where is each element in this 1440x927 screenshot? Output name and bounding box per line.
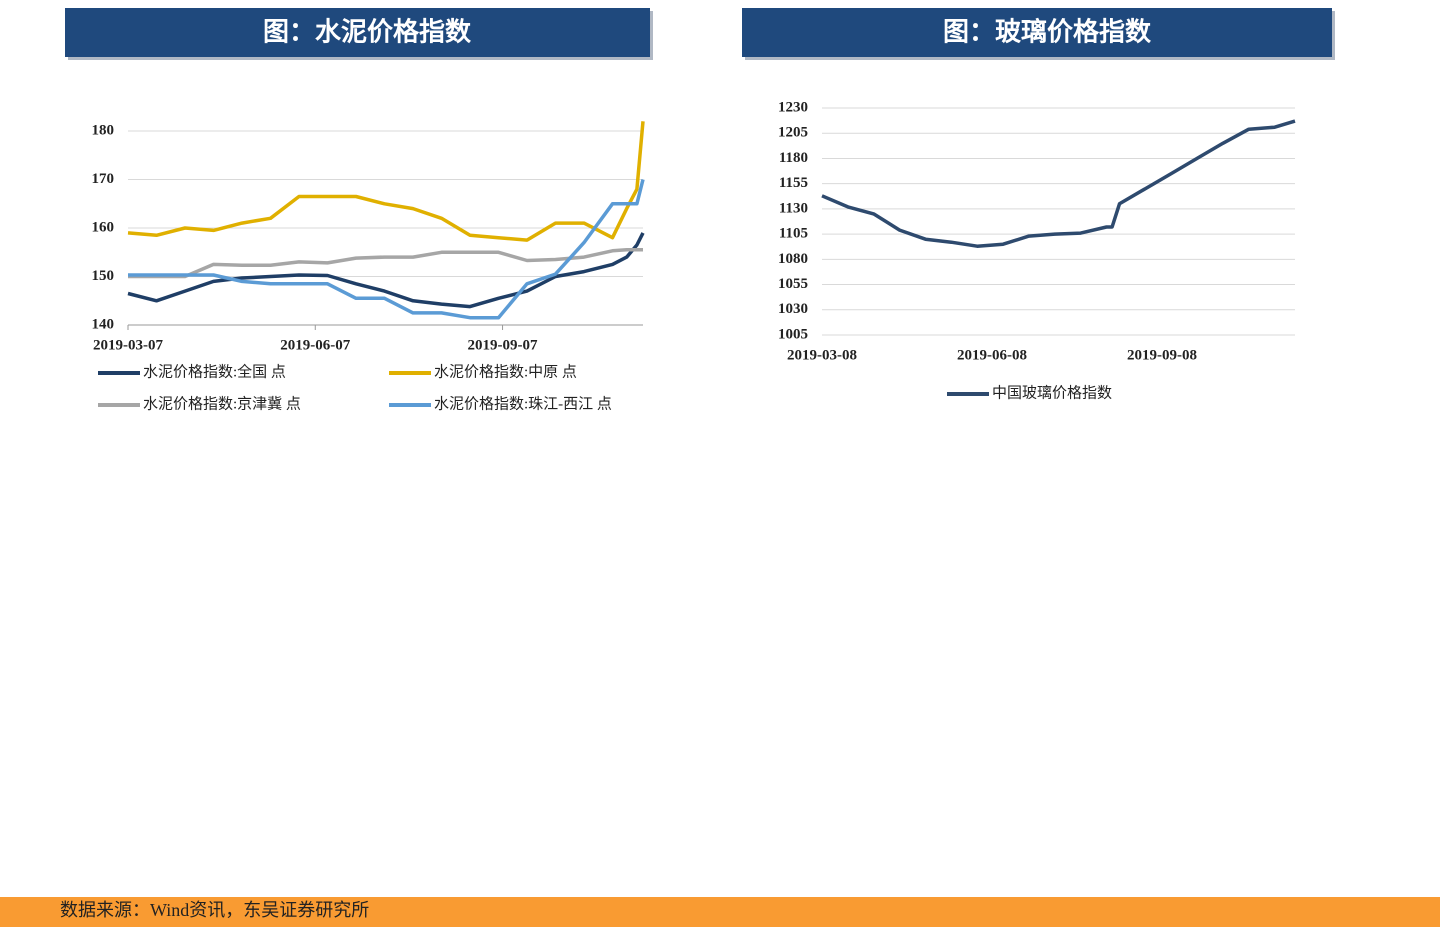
- y-tick-label: 160: [92, 219, 115, 235]
- header-box: [742, 8, 1332, 57]
- x-tick-label: 2019-09-07: [468, 337, 538, 353]
- line-series: [128, 248, 643, 279]
- y-tick-label: 1030: [778, 301, 808, 317]
- legend-label: 水泥价格指数:京津冀 点: [143, 395, 301, 412]
- y-tick-label: 150: [92, 268, 115, 284]
- legend-label: 水泥价格指数:珠江-西江 点: [434, 395, 612, 412]
- y-tick-label: 1080: [778, 251, 808, 267]
- y-tick-label: 1155: [779, 175, 808, 191]
- y-tick-label: 1180: [779, 150, 808, 166]
- y-tick-label: 180: [92, 122, 115, 138]
- x-tick-label: 2019-06-08: [957, 347, 1027, 363]
- x-tick-label: 2019-09-08: [1127, 347, 1197, 363]
- y-tick-label: 1005: [778, 326, 808, 342]
- line-series: [127, 232, 645, 309]
- chart-title: 图：玻璃价格指数: [943, 17, 1152, 48]
- y-tick-label: 140: [92, 316, 115, 332]
- x-tick-label: 2019-03-07: [93, 337, 163, 353]
- y-tick-label: 170: [92, 171, 115, 187]
- line-series: [821, 119, 1296, 248]
- legend-label: 水泥价格指数:中原 点: [434, 363, 577, 380]
- y-tick-label: 1230: [778, 99, 808, 115]
- chart-title: 图：水泥价格指数: [263, 17, 472, 48]
- line-series: [127, 121, 645, 242]
- footer-bar: [0, 897, 1440, 927]
- source-note: 数据来源：Wind资讯，东吴证券研究所: [60, 900, 369, 920]
- legend-label: 中国玻璃价格指数: [992, 384, 1112, 401]
- legend-label: 水泥价格指数:全国 点: [143, 362, 286, 380]
- x-tick-label: 2019-03-08: [787, 347, 857, 363]
- y-tick-label: 1055: [778, 276, 808, 292]
- line-series: [128, 179, 645, 320]
- y-tick-label: 1105: [779, 226, 808, 242]
- y-tick-label: 1130: [779, 200, 808, 216]
- y-tick-label: 1205: [778, 125, 808, 141]
- x-tick-label: 2019-06-07: [280, 337, 350, 353]
- header-box: [65, 8, 650, 57]
